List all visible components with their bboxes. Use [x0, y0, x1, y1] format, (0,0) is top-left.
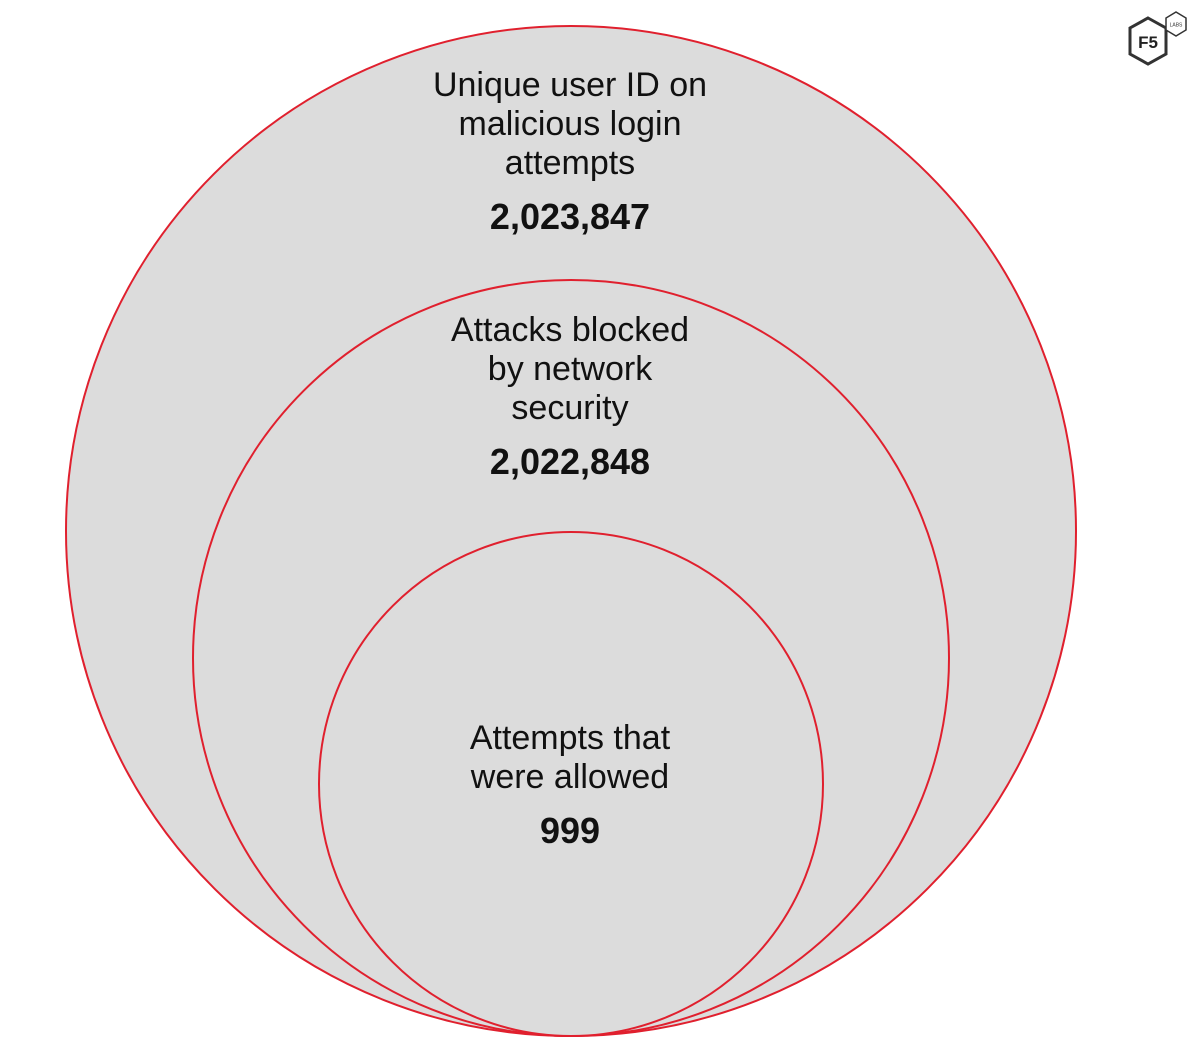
middle-label-line: by network — [487, 350, 653, 388]
outer-label-line: malicious login — [458, 105, 682, 143]
middle-count-value: 2,022,848 — [489, 441, 651, 482]
middle-circle-label: Attacks blocked by network security 2,02… — [370, 311, 770, 481]
inner-count-value: 999 — [539, 810, 601, 851]
middle-label-line: Attacks blocked — [450, 311, 690, 349]
inner-circle-label: Attempts that were allowed 999 — [370, 719, 770, 850]
outer-label-line: attempts — [504, 144, 636, 182]
logo-text: F5 — [1138, 33, 1158, 52]
inner-label-line: Attempts that — [469, 719, 671, 757]
f5-labs-logo-icon: F5 LABS — [1128, 11, 1187, 66]
inner-circle — [318, 531, 824, 1037]
outer-count-value: 2,023,847 — [489, 196, 651, 237]
logo-subtext: LABS — [1170, 23, 1183, 29]
middle-label-line: security — [511, 389, 629, 427]
outer-label-line: Unique user ID on — [432, 66, 708, 104]
inner-label-line: were allowed — [470, 758, 670, 796]
outer-circle-label: Unique user ID on malicious login attemp… — [370, 66, 770, 236]
